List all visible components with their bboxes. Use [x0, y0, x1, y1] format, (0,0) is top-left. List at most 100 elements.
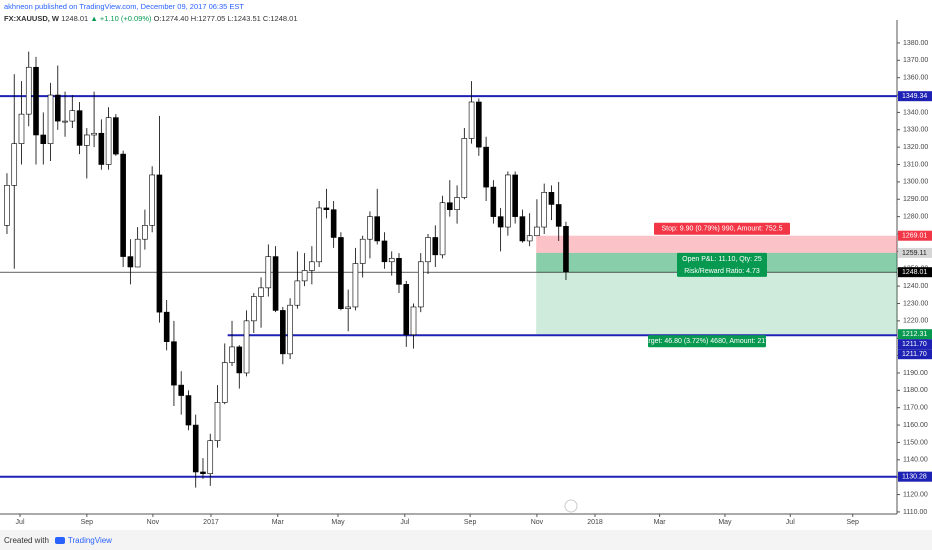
- candle-body: [120, 153, 126, 257]
- candle-body: [338, 237, 344, 309]
- brand-logo: [54, 536, 65, 544]
- price-tag: [898, 230, 932, 241]
- price-tag: [898, 349, 932, 360]
- candle-body: [25, 66, 32, 115]
- candle-body: [359, 238, 366, 264]
- candle-body: [461, 138, 468, 198]
- candle-body: [352, 263, 359, 308]
- candle-body: [432, 237, 439, 256]
- candle-body: [555, 204, 562, 227]
- position-label: Open P&L: 11.10, Qty: 25: [682, 256, 762, 263]
- candle-body: [200, 471, 206, 475]
- y-tick-label: 1310.00: [903, 161, 928, 168]
- candle-body: [548, 192, 555, 205]
- y-tick-label: 1340.00: [903, 109, 928, 116]
- brand: TradingView: [67, 535, 112, 545]
- candle-body: [468, 101, 475, 139]
- y-tick-label: 1280.00: [903, 213, 928, 220]
- created-with: Created with: [4, 535, 49, 545]
- x-tick-label: 2017: [203, 519, 219, 526]
- candle-body: [381, 240, 388, 263]
- x-tick-label: Jul: [16, 519, 25, 526]
- candle-body: [541, 192, 547, 228]
- price-tag: [898, 329, 932, 340]
- candle-body: [163, 311, 170, 342]
- event-icon: [564, 499, 578, 513]
- candle-body: [127, 256, 134, 268]
- last: 1248.01: [61, 14, 89, 23]
- candle-body: [76, 110, 83, 146]
- y-tick-label: 1290.00: [903, 196, 928, 203]
- candle-body: [497, 216, 504, 228]
- candle-body: [280, 310, 286, 355]
- price-tag: [898, 247, 932, 258]
- y-tick-label: 1180.00: [903, 387, 928, 394]
- candle-body: [454, 197, 460, 210]
- x-tick-label: Jul: [786, 519, 795, 526]
- x-tick-label: Jul: [400, 519, 409, 526]
- candle-body: [519, 216, 526, 242]
- y-tick-label: 1320.00: [903, 144, 928, 151]
- candle-body: [447, 202, 453, 210]
- candle-body: [345, 306, 351, 309]
- candle-body: [178, 384, 185, 396]
- candle-body: [105, 117, 112, 165]
- y-tick-label: 1220.00: [903, 318, 928, 325]
- candle-body: [367, 216, 373, 240]
- candle-body: [534, 226, 540, 237]
- y-tick-label: 1140.00: [903, 457, 928, 464]
- symbol: FX:XAUUSD, W: [4, 14, 59, 23]
- price-tag-label: 1211.70: [902, 351, 927, 358]
- price-tag: [898, 471, 932, 482]
- price-tag-label: 1259.11: [902, 250, 927, 257]
- candle-body: [207, 440, 214, 475]
- candle-body: [229, 346, 235, 363]
- x-tick-label: Mar: [654, 519, 667, 526]
- position-label: Stop: 9.90 (0.79%) 990, Amount: 752.5: [661, 226, 782, 233]
- position-label-box: [648, 335, 766, 348]
- x-tick-label: Sep: [846, 519, 859, 526]
- candle-body: [54, 94, 61, 122]
- price-tag-label: 1248.01: [902, 269, 927, 276]
- stop-zone: [536, 235, 897, 253]
- candle-body: [156, 174, 163, 313]
- candle-body: [192, 424, 199, 473]
- price-tag-label: 1212.31: [902, 331, 927, 338]
- candle-body: [330, 209, 337, 238]
- candle-body: [309, 261, 315, 271]
- candle-body: [236, 346, 243, 374]
- header-line: akhneon published on TradingView.com, De…: [4, 2, 244, 11]
- candle-body: [439, 202, 446, 256]
- change: ▲ +1.10 (+0.09%): [90, 14, 152, 23]
- candle-body: [417, 261, 424, 308]
- candle-body: [425, 237, 431, 263]
- candle-body: [258, 287, 264, 297]
- candle-body: [134, 238, 141, 268]
- candle-body: [396, 258, 402, 285]
- candle-body: [512, 174, 518, 217]
- price-tag: [898, 91, 932, 102]
- candle-body: [526, 235, 533, 242]
- candle-body: [149, 174, 155, 226]
- y-tick-label: 1240.00: [903, 283, 928, 290]
- x-tick-label: Nov: [531, 519, 544, 526]
- y-tick-label: 1230.00: [903, 300, 928, 307]
- candle-body: [243, 320, 250, 374]
- candle-body: [505, 174, 511, 228]
- position-label: Risk/Reward Ratio: 4.73: [684, 268, 760, 275]
- candle-body: [171, 341, 177, 386]
- candle-body: [410, 306, 417, 336]
- y-tick-label: 1190.00: [903, 370, 928, 377]
- position-label-box: [654, 222, 790, 235]
- y-tick-label: 1120.00: [903, 491, 928, 498]
- y-tick-label: 1330.00: [903, 127, 928, 134]
- price-tag-label: 1211.70: [902, 341, 927, 348]
- x-tick-label: May: [718, 519, 732, 526]
- candle-body: [142, 225, 148, 240]
- y-tick-label: 1160.00: [903, 422, 928, 429]
- candle-body: [214, 402, 221, 441]
- y-tick-label: 1370.00: [903, 57, 928, 64]
- candle-body: [388, 258, 395, 263]
- candle-body: [98, 132, 105, 165]
- candle-body: [476, 101, 482, 148]
